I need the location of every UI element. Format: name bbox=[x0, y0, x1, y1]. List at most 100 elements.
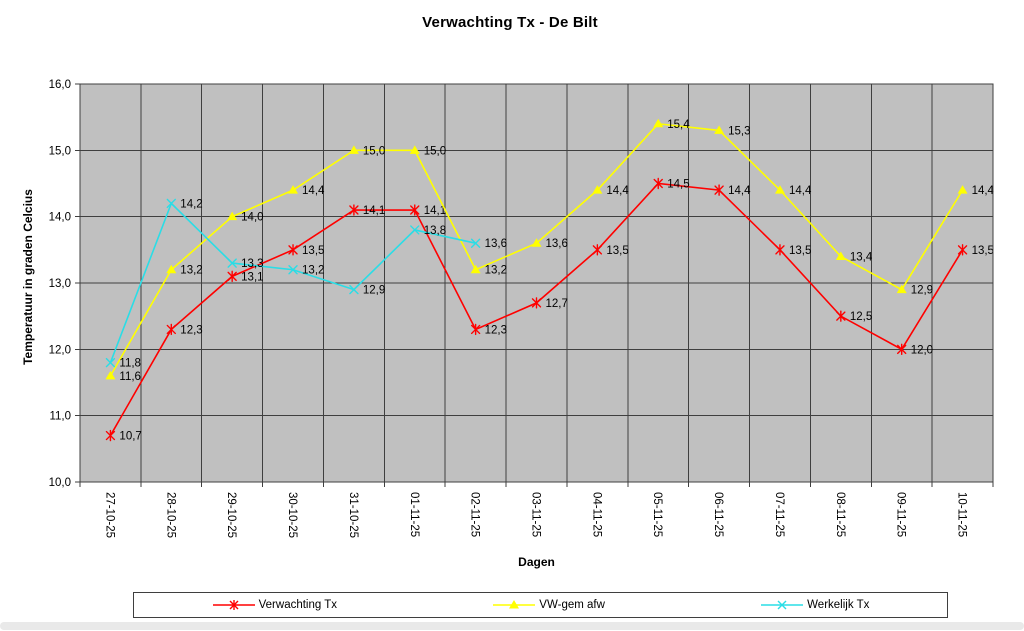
data-label: 14,5 bbox=[667, 179, 689, 191]
triangle-line-marker-icon bbox=[493, 600, 536, 609]
x-axis-title: Dagen bbox=[518, 555, 555, 569]
x-tick-label: 01-11-25 bbox=[408, 492, 420, 537]
data-point-marker bbox=[774, 185, 785, 194]
data-point-marker bbox=[653, 177, 663, 190]
x-tick-label: 06-11-25 bbox=[712, 492, 724, 537]
data-point-marker bbox=[105, 429, 116, 442]
data-point-marker bbox=[470, 238, 481, 248]
data-point-marker bbox=[409, 145, 420, 154]
data-point-marker bbox=[714, 125, 725, 134]
window-bottom-edge bbox=[0, 622, 1024, 630]
data-point-marker bbox=[957, 185, 968, 194]
legend-item-werkelijk-tx: Werkelijk Tx bbox=[760, 599, 869, 611]
axis-ticks bbox=[75, 83, 994, 487]
y-axis-tick-labels: 10,0 11,0 12,0 13,0 14,0 15,0 16,0 bbox=[49, 79, 71, 489]
data-label: 14,4 bbox=[728, 185, 751, 197]
data-point-marker bbox=[348, 145, 359, 154]
data-point-marker bbox=[227, 211, 238, 221]
y-tick-label: 15,0 bbox=[49, 145, 71, 157]
data-point-marker bbox=[105, 357, 116, 368]
legend-item-verwachting-tx: Verwachting Tx bbox=[212, 599, 337, 611]
data-point-marker bbox=[349, 204, 359, 216]
data-label: 13,2 bbox=[302, 265, 324, 277]
data-point-marker bbox=[896, 284, 907, 294]
data-point-marker bbox=[227, 258, 237, 268]
data-label: 13,5 bbox=[789, 245, 811, 257]
data-label: 15,0 bbox=[424, 145, 446, 157]
data-point-marker bbox=[775, 244, 785, 256]
y-tick-label: 16,0 bbox=[49, 79, 71, 91]
data-point-marker bbox=[166, 198, 177, 209]
series-verwachting-tx: 10,7 12,3 13,1 13,5 14,1 14,1 12,3 12,7 13,5 14,5… bbox=[105, 177, 994, 443]
data-point-marker bbox=[592, 244, 603, 256]
x-tick-label: 28-10-25 bbox=[164, 492, 176, 538]
data-label: 15,4 bbox=[667, 119, 690, 131]
plot-canvas: 10,0 11,0 12,0 13,0 14,0 15,0 16,0 27-10-25 28-1… bbox=[49, 79, 995, 538]
y-axis-title: Temperatuur in graden Celcius bbox=[21, 189, 35, 365]
data-label: 10,7 bbox=[119, 431, 141, 443]
plot-border bbox=[79, 83, 994, 483]
data-point-marker bbox=[288, 244, 298, 256]
data-point-marker bbox=[288, 185, 299, 194]
data-label: 15,3 bbox=[728, 125, 750, 137]
x-tick-label: 30-10-25 bbox=[286, 492, 298, 538]
data-point-marker bbox=[349, 284, 359, 295]
y-tick-label: 10,0 bbox=[49, 477, 71, 489]
data-label: 12,9 bbox=[363, 285, 385, 297]
data-point-marker bbox=[897, 343, 907, 356]
chart-title: Verwachting Tx - De Bilt bbox=[422, 14, 598, 31]
data-label: 14,1 bbox=[424, 205, 446, 217]
data-label: 14,0 bbox=[241, 212, 263, 224]
data-label: 13,3 bbox=[241, 258, 263, 270]
data-point-marker bbox=[836, 310, 846, 322]
data-label: 13,2 bbox=[180, 265, 202, 277]
x-tick-label: 04-11-25 bbox=[590, 492, 602, 537]
data-label: 12,3 bbox=[180, 324, 202, 336]
data-point-marker bbox=[288, 265, 298, 275]
data-label: 15,0 bbox=[363, 145, 385, 157]
x-line-marker-icon bbox=[761, 600, 804, 610]
x-tick-label: 07-11-25 bbox=[773, 492, 785, 537]
data-point-marker bbox=[227, 270, 237, 283]
x-tick-label: 27-10-25 bbox=[103, 492, 115, 538]
data-label: 12,7 bbox=[546, 298, 568, 310]
data-label: 13,8 bbox=[424, 225, 446, 237]
data-point-marker bbox=[105, 370, 116, 380]
data-label: 14,2 bbox=[180, 198, 202, 210]
x-tick-label: 03-11-25 bbox=[530, 492, 542, 537]
data-label: 13,6 bbox=[485, 238, 507, 250]
y-tick-label: 14,0 bbox=[49, 212, 71, 224]
data-label: 13,5 bbox=[972, 245, 994, 257]
x-tick-label: 08-11-25 bbox=[834, 492, 846, 537]
y-tick-label: 11,0 bbox=[49, 411, 71, 423]
data-point-marker bbox=[957, 244, 968, 256]
data-point-marker bbox=[653, 118, 664, 128]
data-label: 11,8 bbox=[119, 358, 141, 370]
data-label: 12,9 bbox=[911, 285, 933, 297]
data-label: 14,4 bbox=[789, 185, 812, 197]
legend-label: Verwachting Tx bbox=[258, 599, 338, 611]
data-label: 14,1 bbox=[363, 205, 385, 217]
data-label: 14,4 bbox=[606, 185, 629, 197]
series-vw-gem-afw: 11,6 13,2 14,0 14,4 15,0 15,0 13,2 13,6 14,4 15,4… bbox=[105, 118, 995, 383]
data-label: 13,5 bbox=[606, 245, 628, 257]
data-point-marker bbox=[410, 225, 420, 235]
data-point-marker bbox=[531, 238, 542, 247]
x-axis-tick-labels: 27-10-25 28-10-25 29-10-25 30-10-25 31-10-25… bbox=[103, 492, 967, 538]
series-werkelijk-tx: 11,8 14,2 13,3 13,2 12,9 13,8 13,6 bbox=[105, 198, 507, 370]
data-label: 13,2 bbox=[485, 265, 507, 277]
data-label: 11,6 bbox=[119, 371, 141, 383]
data-label: 13,4 bbox=[850, 251, 873, 263]
x-tick-label: 29-10-25 bbox=[225, 492, 237, 538]
x-tick-label: 09-11-25 bbox=[895, 492, 907, 537]
data-label: 14,4 bbox=[972, 185, 995, 197]
y-tick-label: 12,0 bbox=[49, 344, 71, 356]
data-label: 13,5 bbox=[302, 245, 324, 257]
star-line-marker-icon bbox=[212, 600, 255, 610]
data-label: 13,1 bbox=[241, 271, 263, 283]
x-tick-label: 05-11-25 bbox=[651, 492, 663, 537]
legend-label: Werkelijk Tx bbox=[807, 599, 870, 611]
data-point-marker bbox=[166, 264, 177, 274]
data-point-marker bbox=[835, 251, 846, 260]
